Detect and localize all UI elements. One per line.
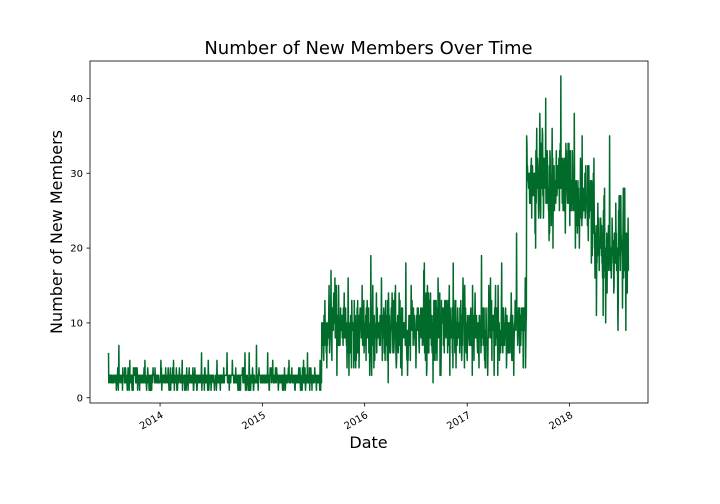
y-tick-label: 0 <box>77 393 83 404</box>
series-layer <box>107 75 630 392</box>
x-axis-label: Date <box>349 433 387 452</box>
plot-frame <box>89 60 649 404</box>
y-tick-label: 10 <box>70 318 83 329</box>
x-tick-label: 2014 <box>138 410 166 432</box>
y-tick-label: 20 <box>70 244 83 255</box>
y-tick-label: 40 <box>70 94 83 105</box>
series-line <box>107 75 630 392</box>
y-tick-label: 30 <box>70 169 83 180</box>
y-axis: 0 10 20 30 40 <box>70 94 90 404</box>
chart-title: Number of New Members Over Time <box>204 38 532 59</box>
x-tick-label: 2018 <box>547 410 575 432</box>
x-tick-label: 2015 <box>240 410 268 432</box>
y-axis-label: Number of New Members <box>47 130 66 334</box>
x-axis: 2014 2015 2016 2017 2018 <box>138 403 575 432</box>
x-tick-label: 2016 <box>343 410 371 432</box>
x-tick-label: 2017 <box>445 410 473 432</box>
